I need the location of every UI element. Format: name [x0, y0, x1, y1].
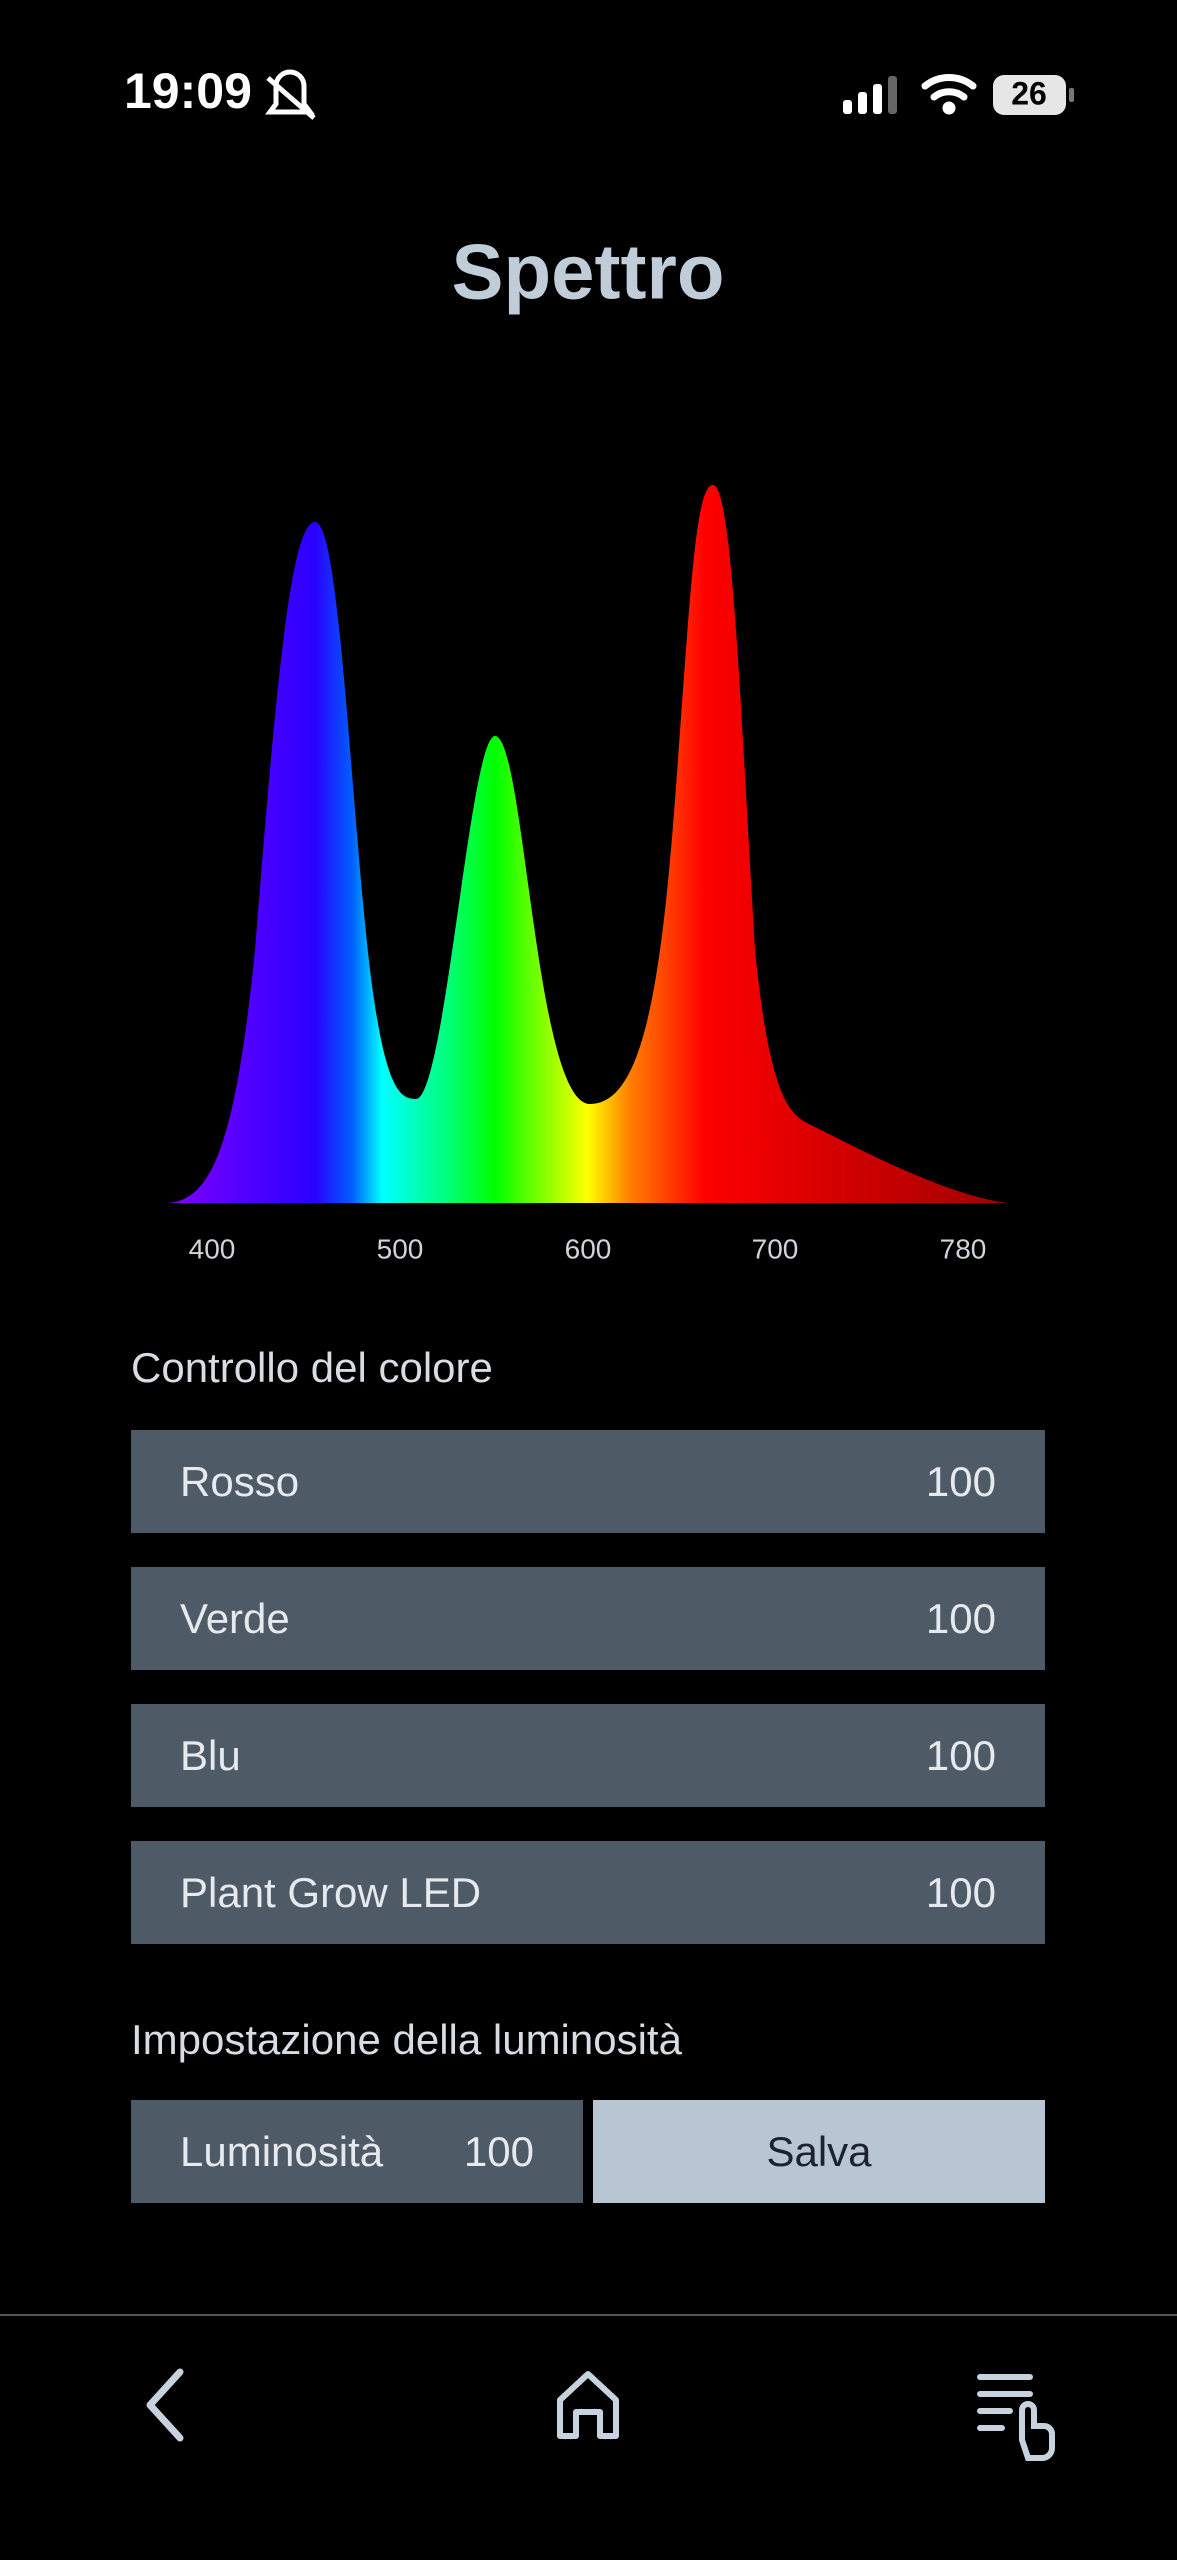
row-value: 100	[925, 1731, 996, 1779]
x-tick-label: 780	[940, 1233, 987, 1264]
row-label: Blu	[180, 1731, 241, 1779]
save-label: Salva	[766, 2127, 872, 2175]
back-button[interactable]	[146, 2368, 184, 2442]
row-label: Rosso	[180, 1457, 300, 1505]
battery-level: 26	[1011, 75, 1047, 111]
brightness-label: Luminosità	[180, 2127, 384, 2175]
home-button[interactable]	[557, 2371, 619, 2439]
row-value: 100	[925, 1868, 996, 1916]
spectrum-curve	[168, 485, 1007, 1203]
color-row[interactable]: Blu 100	[131, 1704, 1045, 1807]
section-heading: Controllo del colore	[131, 1344, 493, 1391]
battery-tip	[1069, 88, 1074, 102]
row-value: 100	[925, 1457, 996, 1505]
x-tick-label: 500	[377, 1233, 424, 1264]
row-label: Plant Grow LED	[180, 1868, 482, 1916]
save-button[interactable]: Salva	[593, 2100, 1045, 2203]
section-heading: Impostazione della luminosità	[131, 2016, 682, 2063]
mute-icon	[265, 69, 316, 120]
menu-button[interactable]	[977, 2374, 1055, 2461]
x-tick-label: 600	[565, 1233, 612, 1264]
brightness-field[interactable]: Luminosità 100	[131, 2100, 583, 2203]
brightness-value: 100	[463, 2127, 534, 2175]
battery	[993, 75, 1066, 115]
wifi-icon	[921, 74, 977, 115]
color-row[interactable]: Plant Grow LED 100	[131, 1841, 1045, 1944]
x-tick-label: 700	[752, 1233, 799, 1264]
color-row[interactable]: Verde 100	[131, 1567, 1045, 1670]
page-title: Spettro	[452, 228, 725, 316]
clock: 19:09	[124, 63, 252, 119]
row-value: 100	[925, 1594, 996, 1642]
x-tick-label: 400	[189, 1233, 236, 1264]
color-row[interactable]: Rosso 100	[131, 1430, 1045, 1533]
row-label: Verde	[180, 1594, 290, 1642]
signal-icon	[843, 76, 897, 114]
